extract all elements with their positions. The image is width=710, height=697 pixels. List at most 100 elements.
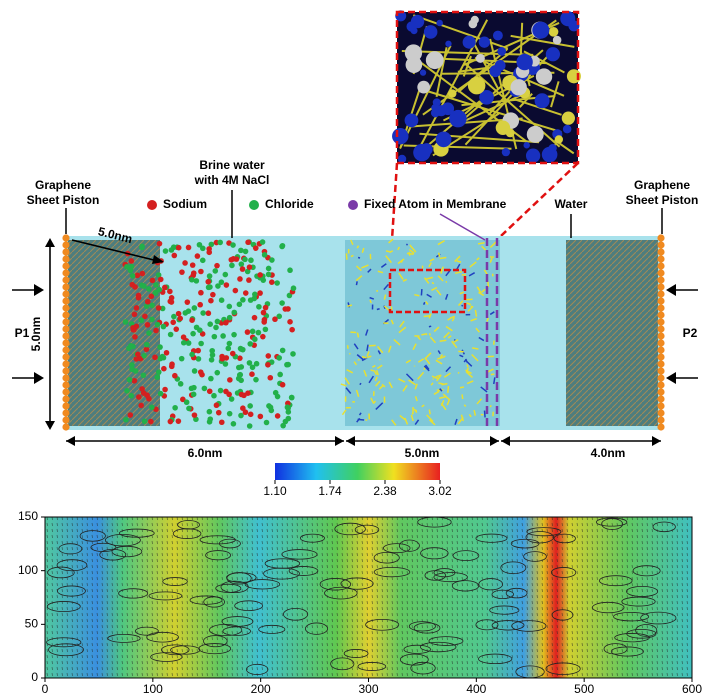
ion bbox=[156, 286, 163, 293]
ion bbox=[198, 268, 204, 275]
polymer bbox=[441, 382, 448, 386]
atom bbox=[510, 79, 527, 96]
atom bbox=[445, 40, 452, 47]
ion bbox=[157, 276, 164, 283]
bond bbox=[472, 42, 499, 90]
ion bbox=[191, 412, 198, 418]
polymer bbox=[355, 281, 358, 286]
ion bbox=[197, 301, 203, 308]
polymer bbox=[437, 350, 441, 355]
bond bbox=[550, 81, 560, 108]
ion bbox=[238, 364, 245, 370]
polymer bbox=[445, 366, 452, 373]
polymer bbox=[402, 384, 408, 392]
atom bbox=[423, 25, 438, 39]
polymer bbox=[461, 304, 464, 307]
ion bbox=[182, 260, 188, 266]
ion bbox=[130, 324, 136, 331]
ion bbox=[242, 256, 248, 263]
polymer bbox=[440, 267, 444, 274]
ion bbox=[128, 392, 135, 399]
graphene-right bbox=[566, 240, 658, 426]
polymer bbox=[437, 239, 445, 246]
polymer bbox=[426, 276, 434, 280]
bond bbox=[464, 62, 561, 148]
ion bbox=[138, 282, 145, 289]
ion bbox=[124, 263, 130, 270]
polymer bbox=[429, 336, 437, 344]
polymer bbox=[429, 258, 435, 262]
ion bbox=[265, 353, 272, 359]
vector-field bbox=[45, 517, 692, 678]
graphene-atom bbox=[657, 318, 665, 326]
polymer bbox=[397, 258, 405, 265]
ion bbox=[274, 393, 281, 400]
ion bbox=[201, 385, 208, 392]
ion bbox=[175, 244, 182, 251]
ion bbox=[251, 314, 258, 321]
polymer bbox=[341, 409, 347, 416]
ion bbox=[177, 381, 184, 387]
ion bbox=[218, 419, 225, 426]
ion bbox=[211, 392, 217, 399]
ion bbox=[173, 326, 180, 332]
graphene-atom bbox=[62, 423, 70, 431]
graphene-atom bbox=[62, 290, 70, 298]
ion bbox=[257, 413, 264, 420]
ion bbox=[207, 321, 214, 327]
piston-label: Graphene bbox=[634, 178, 690, 192]
polymer bbox=[388, 238, 394, 244]
x-tick-label: 100 bbox=[143, 682, 163, 696]
graphene-atom bbox=[62, 234, 70, 242]
ion bbox=[195, 356, 202, 362]
piston-label: Graphene bbox=[35, 178, 91, 192]
atom bbox=[392, 127, 409, 145]
ion bbox=[227, 377, 233, 383]
polymer bbox=[435, 374, 442, 378]
polymer bbox=[440, 402, 447, 411]
water-label: Water bbox=[555, 197, 588, 211]
ion bbox=[198, 340, 204, 347]
polymer bbox=[453, 339, 459, 343]
atom bbox=[467, 76, 486, 95]
polymer bbox=[429, 419, 436, 426]
graphene-atom bbox=[657, 402, 665, 410]
ion bbox=[143, 303, 150, 309]
ion bbox=[206, 408, 213, 415]
ion bbox=[206, 249, 213, 256]
polymer bbox=[379, 358, 381, 361]
ion bbox=[148, 418, 154, 425]
ion bbox=[208, 357, 215, 363]
ion bbox=[240, 346, 246, 353]
legend-label: Chloride bbox=[265, 197, 314, 211]
ion bbox=[133, 305, 140, 311]
ion bbox=[220, 333, 226, 339]
ion bbox=[169, 361, 175, 368]
polymer bbox=[433, 326, 440, 333]
graphene-atom bbox=[62, 332, 70, 340]
y-tick-label: 150 bbox=[18, 509, 38, 523]
ion bbox=[162, 386, 168, 393]
polymer bbox=[437, 275, 444, 282]
graphene-atom bbox=[62, 283, 70, 291]
atom bbox=[448, 89, 457, 98]
ion bbox=[197, 369, 204, 375]
bond bbox=[519, 93, 533, 108]
polymer bbox=[358, 412, 362, 416]
atom bbox=[489, 65, 502, 78]
ion bbox=[268, 279, 275, 285]
polymer bbox=[414, 396, 418, 402]
ion bbox=[138, 402, 144, 409]
x-tick-label: 500 bbox=[574, 682, 594, 696]
ion bbox=[249, 328, 256, 335]
ion bbox=[262, 326, 269, 333]
atom bbox=[449, 109, 467, 128]
graphene-atom bbox=[657, 248, 665, 256]
inset-frame bbox=[395, 10, 580, 165]
graphene-atom bbox=[657, 409, 665, 417]
polymer bbox=[446, 398, 451, 406]
ion bbox=[136, 394, 142, 400]
atom bbox=[492, 30, 503, 41]
atom bbox=[404, 113, 419, 128]
ion bbox=[249, 371, 255, 377]
